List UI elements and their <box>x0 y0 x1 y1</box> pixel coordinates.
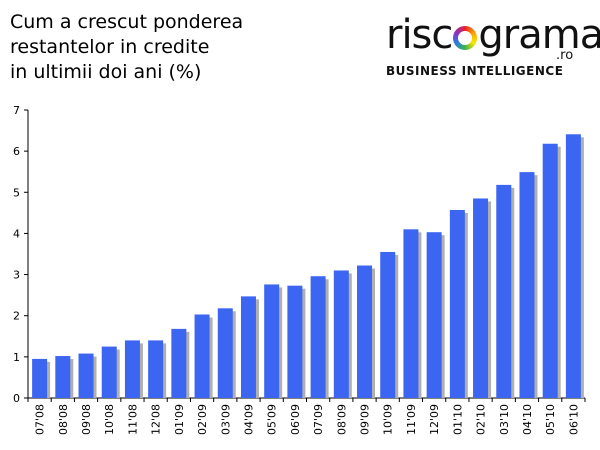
logo-ring-icon <box>453 26 477 50</box>
logo-word-start: risc <box>386 12 453 58</box>
bar <box>473 198 489 398</box>
bar <box>171 328 187 398</box>
bar <box>287 285 303 398</box>
bar <box>124 340 140 398</box>
bar <box>217 308 233 398</box>
title-line-3: in ultimii doi ani (%) <box>10 61 202 83</box>
bar <box>240 296 256 398</box>
x-tick-label: 01'10 <box>451 404 464 435</box>
y-tick-label: 5 <box>13 186 20 199</box>
bar <box>55 356 71 398</box>
y-tick-label: 0 <box>13 392 20 405</box>
logo-word-end: grama <box>478 12 600 58</box>
bar <box>310 276 326 398</box>
y-tick-label: 4 <box>13 227 20 240</box>
x-tick-label: 10'08 <box>103 404 116 435</box>
chart-title: Cum a crescut ponderea restantelor in cr… <box>10 10 310 85</box>
bar <box>148 340 164 398</box>
x-tick-label: 08'08 <box>57 404 70 435</box>
bar <box>449 209 465 398</box>
x-tick-label: 04'10 <box>521 404 534 435</box>
title-line-2: restantelor in credite <box>10 36 210 58</box>
x-tick-label: 02'10 <box>475 404 488 435</box>
bar <box>380 251 396 398</box>
x-tick-label: 11'08 <box>126 404 139 435</box>
x-tick-label: 10'09 <box>382 404 395 435</box>
x-tick-label: 09'09 <box>359 404 372 435</box>
riscograma-logo: risc grama .ro BUSINESS INTELLIGENCE <box>380 12 600 82</box>
bar <box>194 314 210 398</box>
x-tick-label: 04'09 <box>242 404 255 435</box>
x-tick-label: 03'10 <box>498 404 511 435</box>
bar <box>403 229 419 398</box>
x-tick-label: 01'09 <box>173 404 186 435</box>
y-tick-label: 2 <box>13 310 20 323</box>
bar <box>264 284 280 398</box>
x-tick-label: 05'09 <box>266 404 279 435</box>
logo-suffix: .ro <box>556 48 574 63</box>
y-axis: 0 1 2 3 4 5 6 7 <box>13 104 29 405</box>
x-tick-label: 11'09 <box>405 404 418 435</box>
x-axis: 07'08 08'08 09'08 10'08 11'08 12'08 01'09 02'09… <box>27 397 586 435</box>
bar <box>565 134 581 398</box>
x-tick-label: 07'08 <box>34 404 47 435</box>
x-tick-label: 05'10 <box>544 404 557 435</box>
bar <box>32 358 48 398</box>
bar <box>542 143 558 398</box>
bar <box>78 353 94 398</box>
x-tick-label: 03'09 <box>219 404 232 435</box>
x-tick-label: 06'10 <box>567 404 580 435</box>
bar <box>357 265 373 398</box>
x-tick-label: 08'09 <box>335 404 348 435</box>
x-tick-label: 02'09 <box>196 404 209 435</box>
logo-tagline: BUSINESS INTELLIGENCE <box>386 64 564 78</box>
x-tick-label: 09'08 <box>80 404 93 435</box>
bars <box>32 134 584 398</box>
x-tick-label: 07'09 <box>312 404 325 435</box>
bar <box>496 184 512 398</box>
x-tick-label: 12'09 <box>428 404 441 435</box>
y-tick-label: 6 <box>13 145 20 158</box>
y-tick-label: 3 <box>13 269 20 282</box>
bar <box>519 172 535 398</box>
bar <box>101 346 117 398</box>
logo-wordmark: risc grama <box>386 12 600 58</box>
y-tick-label: 1 <box>13 351 20 364</box>
x-tick-label: 06'09 <box>289 404 302 435</box>
title-line-1: Cum a crescut ponderea <box>10 11 244 33</box>
bar <box>426 232 442 398</box>
bar <box>333 270 349 398</box>
x-tick-label: 12'08 <box>150 404 163 435</box>
y-tick-label: 7 <box>13 104 20 117</box>
